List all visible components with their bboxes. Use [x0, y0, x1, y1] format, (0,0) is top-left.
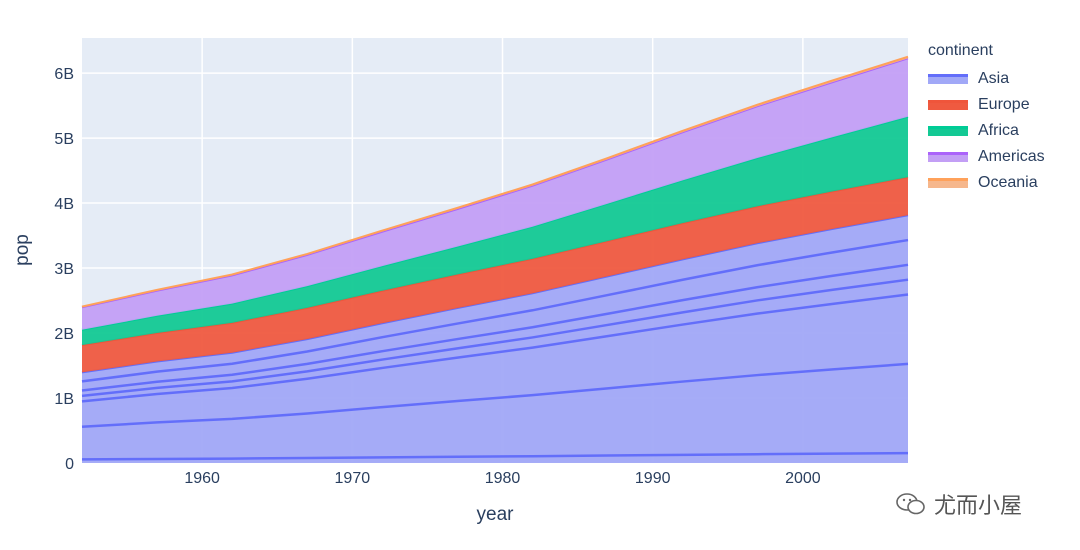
- legend-item-africa[interactable]: Africa: [928, 118, 1045, 144]
- legend-swatch: [928, 178, 968, 188]
- x-tick-label: 1960: [184, 470, 220, 487]
- legend-item-asia[interactable]: Asia: [928, 66, 1045, 92]
- y-tick-label: 6B: [54, 66, 74, 83]
- x-tick-label: 1990: [635, 470, 671, 487]
- y-tick-label: 4B: [54, 196, 74, 213]
- area-europe[interactable]: [82, 177, 908, 373]
- x-tick-label: 1980: [485, 470, 521, 487]
- legend-swatch: [928, 74, 968, 84]
- legend-label: Europe: [978, 96, 1030, 113]
- legend: continent Asia Europe Africa Americas Oceani…: [928, 42, 1045, 196]
- legend-label: Americas: [978, 148, 1045, 165]
- asia-country-line: [81, 263, 909, 392]
- legend-swatch: [928, 100, 968, 110]
- asia-country-line: [81, 362, 909, 428]
- legend-label: Africa: [978, 122, 1019, 139]
- y-tick-label: 5B: [54, 131, 74, 148]
- y-tick-label: 1B: [54, 391, 74, 408]
- legend-swatch: [928, 126, 968, 136]
- watermark-text: 尤而小屋: [934, 493, 1023, 518]
- y-axis-label: pop: [12, 234, 33, 266]
- y-tick-label: 0: [65, 456, 74, 473]
- watermark: 尤而小屋: [896, 488, 1022, 520]
- asia-country-line: [81, 278, 909, 398]
- wechat-icon: [896, 493, 925, 515]
- line-oceania: [81, 55, 909, 308]
- asia-country-line: [81, 451, 909, 461]
- legend-item-americas[interactable]: Americas: [928, 144, 1045, 170]
- x-tick-label: 1970: [335, 470, 371, 487]
- legend-swatch: [928, 152, 968, 162]
- y-tick-label: 2B: [54, 326, 74, 343]
- x-tick-label: 2000: [785, 470, 821, 487]
- asia-country-line: [81, 238, 909, 383]
- legend-item-oceania[interactable]: Oceania: [928, 170, 1045, 196]
- legend-item-europe[interactable]: Europe: [928, 92, 1045, 118]
- legend-label: Oceania: [978, 174, 1038, 191]
- y-tick-label: 3B: [54, 261, 74, 278]
- x-axis-label: year: [477, 504, 515, 525]
- asia-country-line: [81, 293, 909, 403]
- legend-title: continent: [928, 42, 993, 59]
- legend-label: Asia: [978, 70, 1010, 87]
